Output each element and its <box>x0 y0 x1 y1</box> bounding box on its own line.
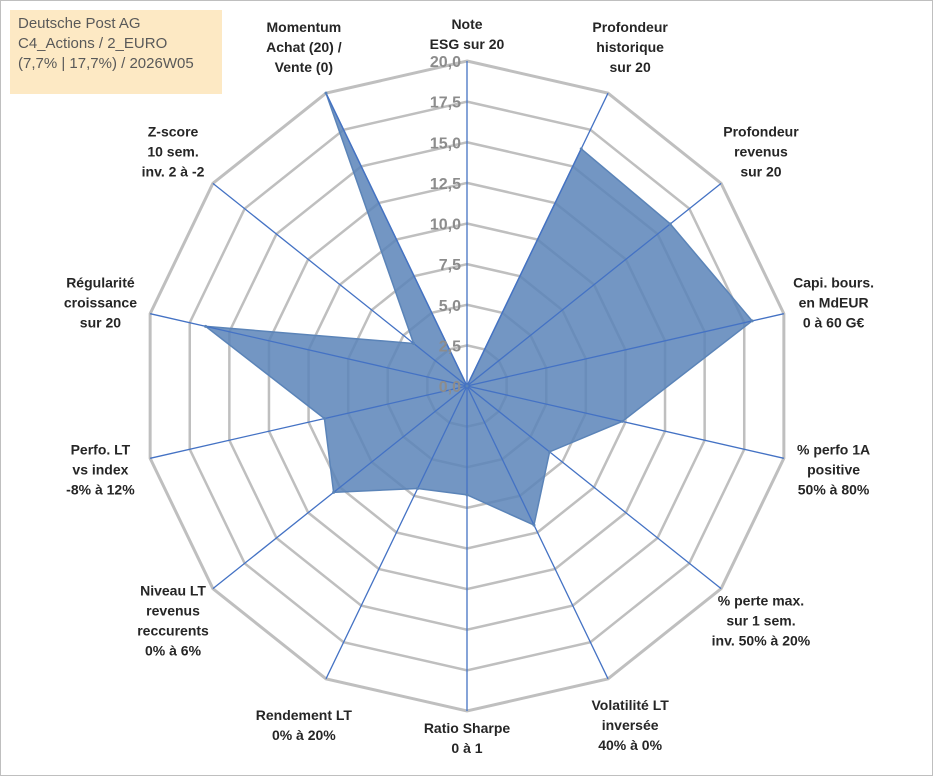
data-point <box>416 486 420 490</box>
axis-spoke <box>325 385 468 680</box>
tick-label: 0,0 <box>439 379 461 396</box>
data-point <box>620 419 624 423</box>
axis-spoke <box>150 385 468 459</box>
data-point <box>532 523 536 527</box>
series-area <box>203 92 754 527</box>
axis-spoke <box>212 182 468 387</box>
data-point <box>465 493 469 497</box>
axis-spoke <box>325 92 468 387</box>
data-point <box>465 384 469 388</box>
axis-label: Note ESG sur 20 <box>430 16 505 52</box>
axis-label: Profondeur historique sur 20 <box>592 19 668 75</box>
tick-label: 2,5 <box>439 338 461 355</box>
axis-spoke <box>150 313 468 387</box>
data-point <box>324 91 328 95</box>
axis-label: Régularité croissance sur 20 <box>64 274 137 330</box>
axis-spoke <box>466 385 609 680</box>
info-range-week: (7,7% | 17,7%) / 2026W05 <box>18 55 194 72</box>
data-point <box>204 324 208 328</box>
tick-label: 20,0 <box>430 54 461 71</box>
info-category: C4_Actions / 2_EURO <box>18 35 168 52</box>
axis-spoke <box>466 385 784 459</box>
data-point <box>750 319 754 323</box>
axis-label: Z-score 10 sem. inv. 2 à -2 <box>142 124 205 180</box>
axis-label: Momentum Achat (20) / Vente (0) <box>266 19 342 75</box>
info-box: Deutsche Post AG C4_Actions / 2_EURO (7,… <box>10 10 222 94</box>
axis-label: Ratio Sharpe 0 à 1 <box>424 720 511 756</box>
axis-label: % perfo 1A positive 50% à 80% <box>797 442 870 498</box>
axis-label: Volatilité LT inversée 40% à 0% <box>592 697 670 753</box>
axis-spoke <box>466 385 722 590</box>
axis-label: Perfo. LT vs index -8% à 12% <box>66 442 135 498</box>
tick-label: 15,0 <box>430 135 461 152</box>
axis-spoke <box>466 182 722 387</box>
axis-spoke <box>212 385 468 590</box>
tick-label: 5,0 <box>439 298 461 315</box>
data-point <box>548 450 552 454</box>
tick-label: 17,5 <box>430 95 461 112</box>
axis-label: Rendement LT 0% à 20% <box>256 707 353 743</box>
data-point <box>668 222 672 226</box>
axis-label: Capi. bours. en MdEUR 0 à 60 G€ <box>793 274 874 330</box>
data-point <box>579 147 583 151</box>
tick-label: 12,5 <box>430 176 461 193</box>
axis-spoke <box>466 92 609 387</box>
tick-label: 7,5 <box>439 257 461 274</box>
axis-label: Profondeur revenus sur 20 <box>723 124 799 180</box>
tick-label: 10,0 <box>430 217 461 234</box>
data-point <box>332 490 336 494</box>
data-point <box>322 417 326 421</box>
axis-label: Niveau LT revenus reccurents 0% à 6% <box>137 582 209 658</box>
info-company: Deutsche Post AG <box>18 15 141 32</box>
axis-label: % perte max. sur 1 sem. inv. 50% à 20% <box>712 592 811 648</box>
axis-spoke <box>466 313 784 387</box>
data-point <box>412 341 416 345</box>
